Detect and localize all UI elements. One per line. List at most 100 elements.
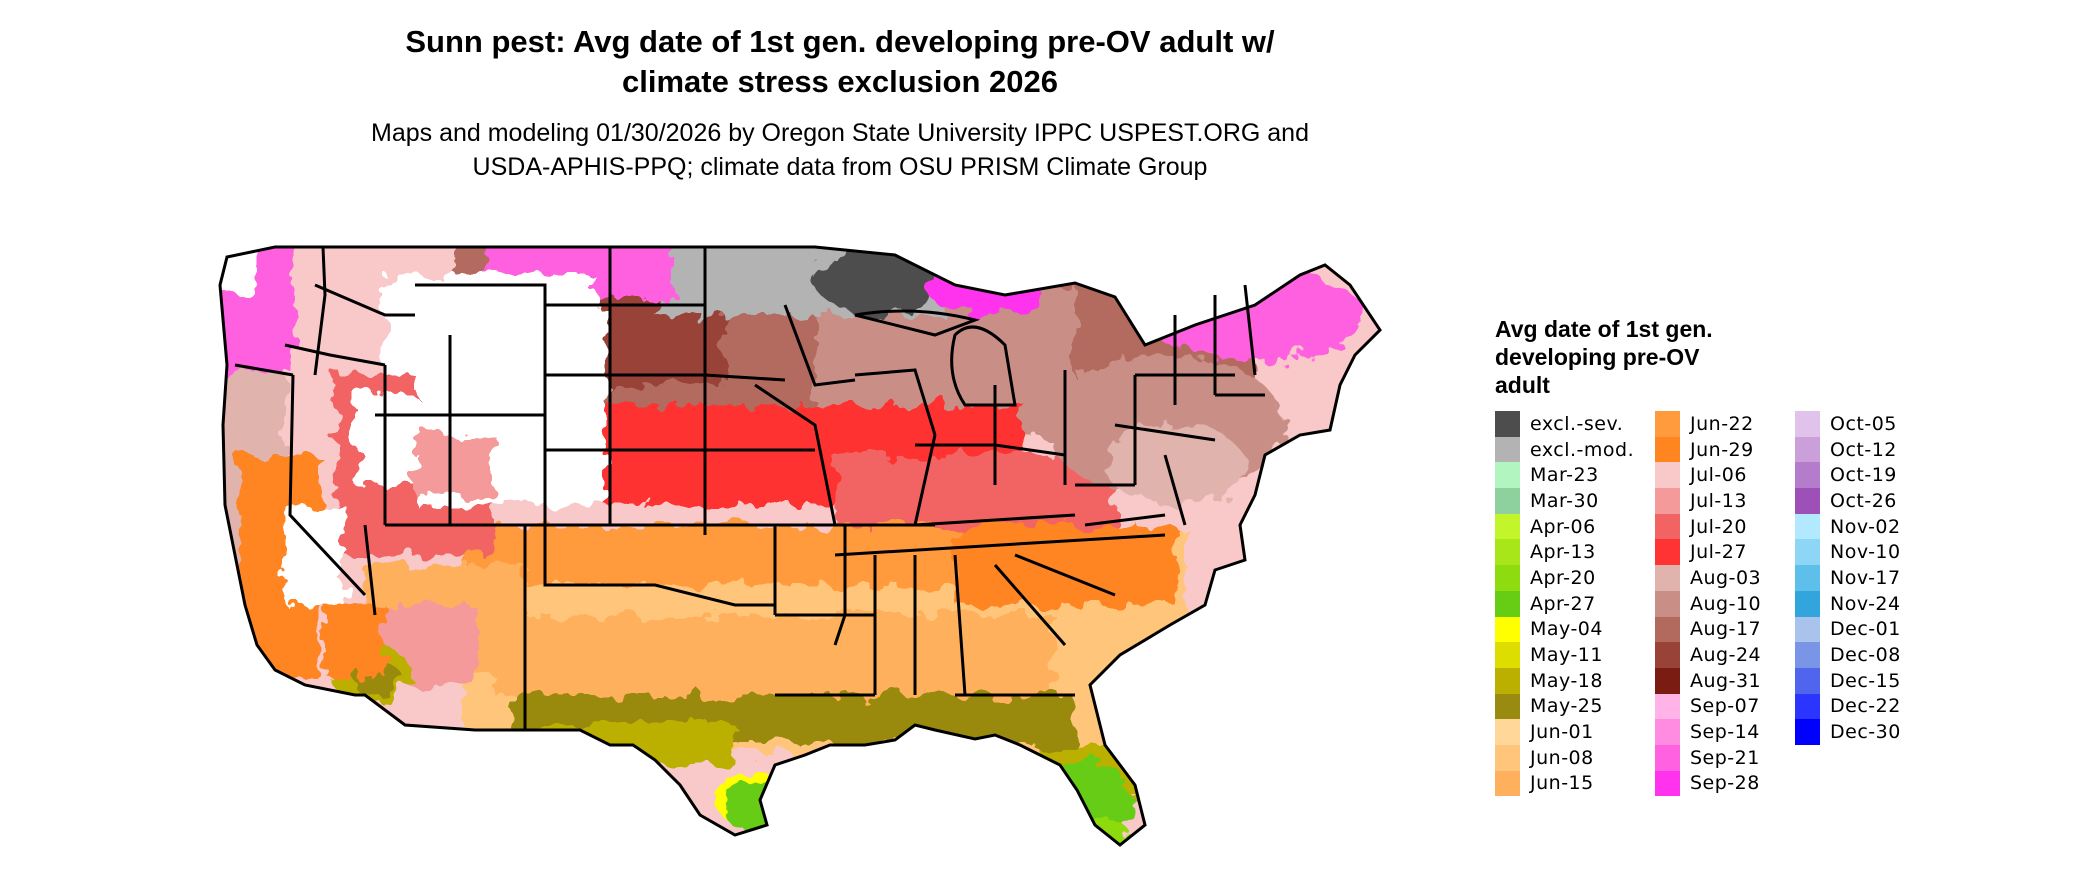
- legend-swatch: [1655, 411, 1680, 437]
- legend-swatch: [1495, 770, 1520, 797]
- legend-swatch: [1655, 539, 1680, 566]
- legend-item: Dec-30: [1795, 719, 1901, 745]
- legend-item: Oct-26: [1795, 488, 1901, 514]
- legend-label: Sep-21: [1690, 746, 1760, 769]
- map-title-line-1: Sunn pest: Avg date of 1st gen. developi…: [405, 24, 1275, 59]
- legend-label: Apr-13: [1530, 541, 1596, 564]
- legend-swatch: [1795, 539, 1820, 566]
- legend-item: Sep-21: [1655, 744, 1761, 771]
- legend-column-1: excl.-sev. excl.-mod. Mar-23 Mar-30 Apr-06 Ap…: [1495, 411, 1635, 797]
- legend-swatch: [1655, 744, 1680, 771]
- legend-label: Jun-15: [1530, 772, 1594, 795]
- legend-item: Jun-22: [1655, 411, 1761, 437]
- state-borders: [218, 245, 1382, 847]
- legend-item: Aug-10: [1655, 590, 1762, 617]
- legend-label: Nov-10: [1830, 541, 1901, 564]
- legend-label: May-11: [1530, 644, 1603, 667]
- legend-swatch: [1495, 616, 1520, 643]
- map-subtitle: Maps and modeling 01/30/2026 by Oregon S…: [180, 116, 1500, 184]
- legend-swatch: [1795, 488, 1820, 514]
- legend-item: Dec-22: [1795, 693, 1901, 720]
- legend-item: Nov-24: [1795, 590, 1901, 617]
- legend-item: May-25: [1495, 693, 1634, 720]
- legend-column-3: Oct-05 Oct-12 Oct-19 Oct-26 Nov-02 Nov-10 Nov-…: [1795, 411, 1901, 745]
- legend-label: Oct-05: [1830, 412, 1897, 435]
- legend-item: May-11: [1495, 642, 1634, 668]
- legend-item: May-04: [1495, 616, 1634, 643]
- legend-item: Nov-17: [1795, 565, 1901, 591]
- legend-item: Mar-30: [1495, 488, 1634, 514]
- legend-swatch: [1795, 436, 1820, 463]
- legend-item: Oct-19: [1795, 462, 1901, 489]
- us-map: [215, 225, 1455, 885]
- legend-item: excl.-mod.: [1495, 436, 1635, 463]
- legend-label: Dec-30: [1830, 721, 1901, 744]
- legend-swatch: [1495, 744, 1520, 771]
- legend-swatch: [1495, 411, 1520, 437]
- legend-label: Apr-20: [1530, 566, 1596, 589]
- legend-label: Jul-20: [1690, 515, 1747, 538]
- legend-label: excl.-sev.: [1530, 412, 1624, 435]
- legend-swatch: [1795, 590, 1820, 617]
- legend-swatch: [1655, 436, 1680, 463]
- legend-label: Aug-17: [1690, 618, 1762, 641]
- legend-swatch: [1795, 411, 1820, 437]
- legend-swatch: [1795, 513, 1820, 540]
- legend-swatch: [1795, 616, 1820, 643]
- legend-label: May-18: [1530, 669, 1603, 692]
- legend-swatch: [1655, 616, 1680, 643]
- legend-item: Apr-20: [1495, 565, 1634, 591]
- legend-swatch: [1655, 667, 1680, 694]
- legend-label: Dec-22: [1830, 695, 1901, 718]
- legend-label: Aug-10: [1690, 592, 1762, 615]
- legend-item: Sep-14: [1655, 719, 1761, 745]
- legend-item: Oct-05: [1795, 411, 1901, 437]
- legend-swatch: [1795, 693, 1820, 720]
- legend-swatch: [1655, 513, 1680, 540]
- legend-item: Jun-01: [1495, 719, 1634, 745]
- legend-label: excl.-mod.: [1530, 438, 1635, 461]
- legend-item: Oct-12: [1795, 436, 1901, 463]
- legend-swatch: [1795, 565, 1820, 591]
- legend-label: May-25: [1530, 695, 1603, 718]
- legend-item: Jun-15: [1495, 770, 1634, 797]
- legend-item: Jul-27: [1655, 539, 1761, 566]
- legend-swatch: [1795, 719, 1820, 745]
- legend-label: Sep-07: [1690, 695, 1760, 718]
- legend-label: Jul-13: [1690, 489, 1747, 512]
- legend-label: Mar-23: [1530, 464, 1599, 487]
- legend-label: Jul-06: [1690, 464, 1747, 487]
- legend-swatch: [1495, 642, 1520, 668]
- legend-item: Dec-01: [1795, 616, 1901, 643]
- legend-item: Mar-23: [1495, 462, 1634, 489]
- map-legend: Avg date of 1st gen. developing pre-OV a…: [1495, 315, 2055, 811]
- legend-swatch: [1495, 565, 1520, 591]
- legend-swatch: [1655, 770, 1680, 797]
- us-map-svg: [218, 245, 1382, 847]
- legend-item: Nov-02: [1795, 513, 1901, 540]
- legend-label: Jun-29: [1690, 438, 1754, 461]
- legend-item: Aug-31: [1655, 667, 1762, 694]
- legend-item: May-18: [1495, 667, 1634, 694]
- legend-label: Dec-01: [1830, 618, 1901, 641]
- map-title: Sunn pest: Avg date of 1st gen. developi…: [180, 22, 1500, 102]
- legend-item: Aug-17: [1655, 616, 1762, 643]
- legend-swatch: [1655, 590, 1680, 617]
- legend-swatch: [1655, 462, 1680, 489]
- legend-item: Apr-27: [1495, 590, 1634, 617]
- legend-swatch: [1495, 667, 1520, 694]
- legend-item: Sep-28: [1655, 770, 1761, 797]
- legend-label: Oct-26: [1830, 489, 1897, 512]
- legend-item: Jul-20: [1655, 513, 1761, 540]
- legend-swatch: [1495, 513, 1520, 540]
- legend-item: Apr-13: [1495, 539, 1634, 566]
- legend-label: Sep-28: [1690, 772, 1760, 795]
- legend-swatch: [1655, 693, 1680, 720]
- legend-label: Oct-12: [1830, 438, 1897, 461]
- legend-swatch: [1655, 642, 1680, 668]
- legend-label: Sep-14: [1690, 721, 1760, 744]
- legend-column-2: Jun-22 Jun-29 Jul-06 Jul-13 Jul-20 Jul-27 Aug-…: [1655, 411, 1762, 797]
- legend-item: excl.-sev.: [1495, 411, 1634, 437]
- legend-label: Aug-31: [1690, 669, 1762, 692]
- legend-swatch: [1655, 565, 1680, 591]
